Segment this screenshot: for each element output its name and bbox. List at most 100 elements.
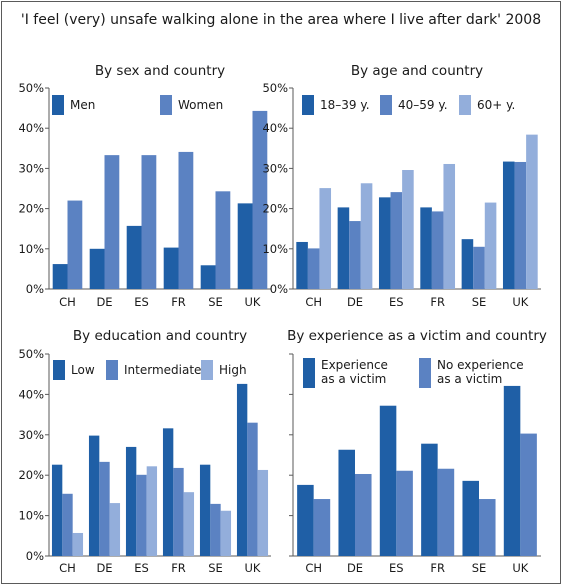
category-label: SE <box>472 295 487 309</box>
legend-label: Women <box>178 98 223 112</box>
legend-swatch <box>303 358 315 388</box>
bar <box>109 503 121 556</box>
bar <box>162 428 174 556</box>
bar <box>461 239 474 289</box>
category-label: CH <box>59 561 76 575</box>
bar <box>126 225 142 289</box>
bar <box>526 134 538 289</box>
category-label: DE <box>347 295 363 309</box>
bar <box>319 188 332 289</box>
y-tick-label: 30% <box>18 428 44 442</box>
legend-label: Experience as a victim <box>321 358 388 386</box>
bar <box>72 532 84 556</box>
bar <box>104 155 120 289</box>
bar <box>252 110 268 289</box>
y-tick-label: 10% <box>262 242 288 256</box>
category-label: SE <box>208 295 223 309</box>
bar <box>307 248 320 289</box>
category-label: UK <box>245 295 261 309</box>
y-tick-label: 50% <box>262 81 288 95</box>
category-label: ES <box>134 561 149 575</box>
y-tick-label: 20% <box>18 468 44 482</box>
category-label: SE <box>208 561 223 575</box>
category-label: DE <box>347 561 363 575</box>
bar <box>88 435 100 556</box>
bar <box>313 499 331 556</box>
legend-swatch <box>53 360 65 380</box>
y-tick-label: 50% <box>18 347 44 361</box>
category-label: CH <box>305 561 322 575</box>
category-label: UK <box>245 561 261 575</box>
bar <box>183 492 195 556</box>
legend-label: 40–59 y. <box>398 98 448 112</box>
bar <box>125 446 137 556</box>
y-tick-label: 50% <box>18 81 44 95</box>
category-label: ES <box>389 561 404 575</box>
category-label: DE <box>96 561 112 575</box>
legend-label: Intermediate <box>124 363 201 377</box>
bar <box>99 461 110 556</box>
y-tick-label: 10% <box>18 509 44 523</box>
category-label: DE <box>96 295 112 309</box>
bar <box>337 207 350 289</box>
bar <box>89 248 105 289</box>
bar <box>443 163 456 289</box>
category-label: FR <box>171 295 186 309</box>
y-tick-label: 40% <box>18 121 44 135</box>
bar <box>421 443 438 556</box>
bar <box>484 202 497 289</box>
category-label: UK <box>512 561 528 575</box>
legend-label: 18–39 y. <box>320 98 370 112</box>
y-tick-label: 0% <box>270 282 288 296</box>
category-label: CH <box>305 295 322 309</box>
legend-swatch <box>459 95 471 115</box>
bar <box>355 473 372 556</box>
y-tick-label: 40% <box>262 121 288 135</box>
bar <box>297 484 314 556</box>
bar <box>237 203 253 289</box>
legend-label: No experience as a victim <box>437 358 524 386</box>
category-label: FR <box>430 295 445 309</box>
panel-title: By education and country <box>73 328 247 344</box>
category-label: FR <box>171 561 186 575</box>
y-tick-label: 0% <box>26 282 44 296</box>
bar <box>247 422 258 556</box>
bar <box>520 433 537 556</box>
bar <box>338 449 355 556</box>
bar <box>62 493 73 556</box>
bar <box>378 197 391 289</box>
bar <box>431 211 444 289</box>
legend-swatch <box>380 95 392 115</box>
bar <box>257 469 269 556</box>
bar <box>210 503 221 556</box>
bar <box>220 510 232 556</box>
bar <box>349 221 361 289</box>
bar <box>67 200 83 289</box>
legend-swatch <box>52 95 64 115</box>
bar <box>136 474 147 556</box>
y-tick-label: 10% <box>18 242 44 256</box>
y-tick-label: 20% <box>18 202 44 216</box>
bar <box>296 241 308 289</box>
category-label: ES <box>389 295 404 309</box>
bar <box>52 264 68 289</box>
y-tick-label: 0% <box>26 549 44 563</box>
y-tick-label: 40% <box>18 387 44 401</box>
bar <box>379 405 397 556</box>
bar <box>473 246 485 289</box>
bar <box>360 183 373 289</box>
category-label: CH <box>59 295 76 309</box>
bar <box>51 464 63 556</box>
bar <box>199 464 211 556</box>
panel-title: By age and country <box>351 63 483 79</box>
panel-title: By experience as a victim and country <box>287 328 547 344</box>
category-label: UK <box>512 295 528 309</box>
legend-swatch <box>160 95 172 115</box>
bar <box>146 466 158 556</box>
category-label: FR <box>430 561 445 575</box>
figure-title: 'I feel (very) unsafe walking alone in t… <box>20 12 542 28</box>
bar <box>514 161 527 289</box>
bar <box>437 468 455 556</box>
